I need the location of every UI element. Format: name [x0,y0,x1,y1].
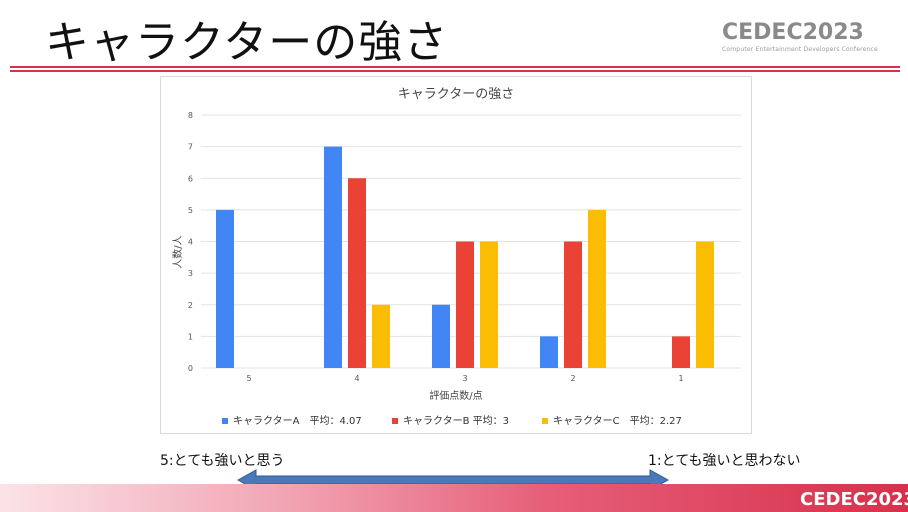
chart-panel: キャラクターの強さ 0 1 2 3 4 5 6 7 8 5 4 3 2 1 評価点数/点 人数/人 [160,76,752,434]
bars [216,146,714,368]
y-tick-label: 5 [188,206,193,215]
ticks: 0 1 2 3 4 5 6 7 8 5 4 3 2 1 [188,111,684,383]
x-axis-label: 評価点数/点 [429,389,482,402]
x-tick-label: 5 [246,374,251,383]
bar-s1-c1 [348,178,366,368]
title-rule-bottom [10,70,900,72]
footer-logo: CEDEC2023 [800,489,908,510]
bar-s0-c2 [432,304,450,368]
legend-item-a: キャラクターA 平均：4.07 [222,412,362,427]
y-tick-label: 0 [188,364,193,373]
legend-label-b: キャラクターB 平均：3 [403,416,510,427]
y-tick-label: 7 [188,143,193,152]
bar-s0-c3 [540,336,558,368]
x-tick-label: 2 [570,374,575,383]
scale-label-left: 5:とても強いと思う [160,453,285,469]
bar-s0-c0 [216,209,234,368]
bar-s2-c2 [480,241,498,368]
legend-label-c: キャラクターC 平均：2.27 [553,416,682,427]
logo-subtext: Computer Entertainment Developers Confer… [722,46,878,53]
slide-title: キャラクターの強さ [45,17,449,68]
x-tick-label: 4 [354,374,359,383]
bar-chart: キャラクターの強さ 0 1 2 3 4 5 6 7 8 5 4 3 2 1 評価点数/点 人数/人 [171,87,741,402]
bar-s2-c4 [696,241,714,368]
bar-s2-c3 [588,209,606,368]
chart-title: キャラクターの強さ [398,87,514,102]
bar-s0-c1 [324,146,342,368]
y-tick-label: 8 [188,111,193,120]
title-rule-top [10,66,900,68]
x-tick-label: 1 [678,374,683,383]
bar-s2-c1 [372,304,390,368]
x-tick-label: 3 [462,374,467,383]
y-tick-label: 4 [188,238,193,247]
legend-swatch-c [542,418,548,424]
y-tick-label: 1 [188,332,193,341]
y-tick-label: 6 [188,174,193,183]
cedec-logo: CEDEC2023 Computer Entertainment Develop… [722,20,878,58]
scale-label-right: 1:とても強いと思わない [648,453,801,469]
y-tick-label: 2 [188,301,193,310]
legend-swatch-a [222,418,228,424]
legend-item-c: キャラクターC 平均：2.27 [542,412,682,427]
bar-s1-c4 [672,336,690,368]
y-tick-label: 3 [188,269,193,278]
legend-item-b: キャラクターB 平均：3 [392,412,509,427]
logo-text: CEDEC2023 [722,20,864,45]
legend-label-a: キャラクターA 平均：4.07 [233,416,362,427]
y-axis-label: 人数/人 [171,235,184,268]
bar-s1-c3 [564,241,582,368]
footer-band [0,484,908,512]
legend-swatch-b [392,418,398,424]
bar-s1-c2 [456,241,474,368]
